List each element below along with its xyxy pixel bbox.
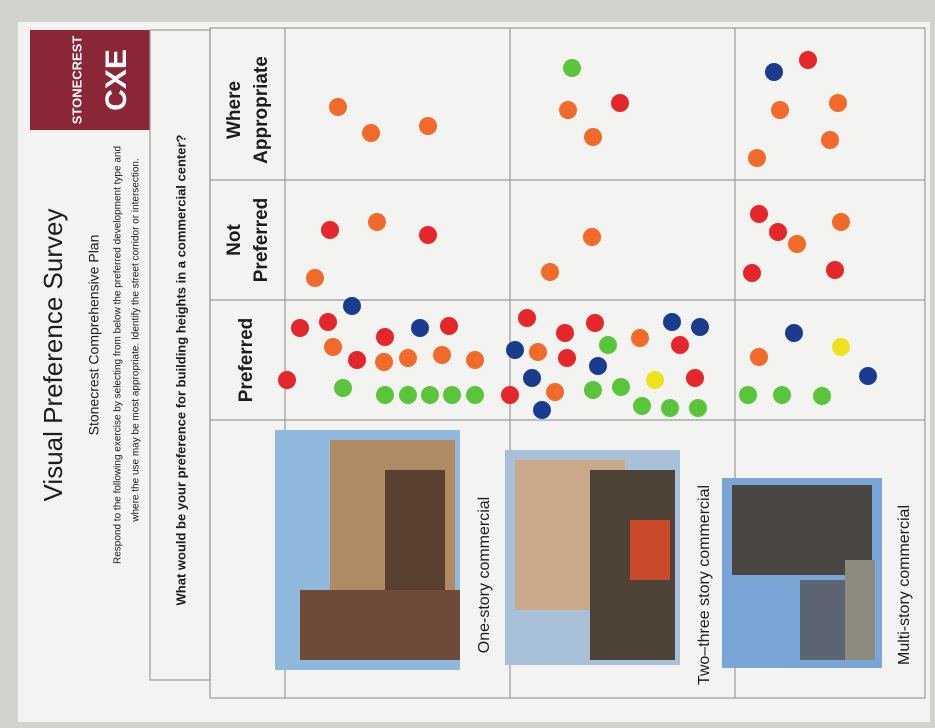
column-header: Preferred <box>251 198 272 283</box>
row-label: Multi-story commercial <box>896 505 913 665</box>
photo <box>505 450 680 665</box>
subtitle: Stonecrest Comprehensive Plan <box>86 235 102 436</box>
logo <box>30 30 150 130</box>
question: What would be your preference for buildi… <box>173 134 188 605</box>
logo-mark: CXE <box>100 49 133 111</box>
logo-name: STONECREST <box>69 36 84 125</box>
instructions-line: where the use may be most appropriate. I… <box>131 158 142 523</box>
row-label: Two–three story commercial <box>696 485 713 685</box>
photo <box>275 430 460 670</box>
column-header: Preferred <box>236 318 257 403</box>
row-label: One-story commercial <box>476 497 493 653</box>
photo <box>722 478 882 668</box>
column-header: Where <box>224 81 245 139</box>
vote-dots <box>278 51 877 419</box>
instructions-line: Respond to the following exercise by sel… <box>113 146 124 564</box>
column-header: Appropriate <box>251 56 272 164</box>
title: Visual Preference Survey <box>38 209 68 502</box>
column-header: Not <box>224 224 245 256</box>
